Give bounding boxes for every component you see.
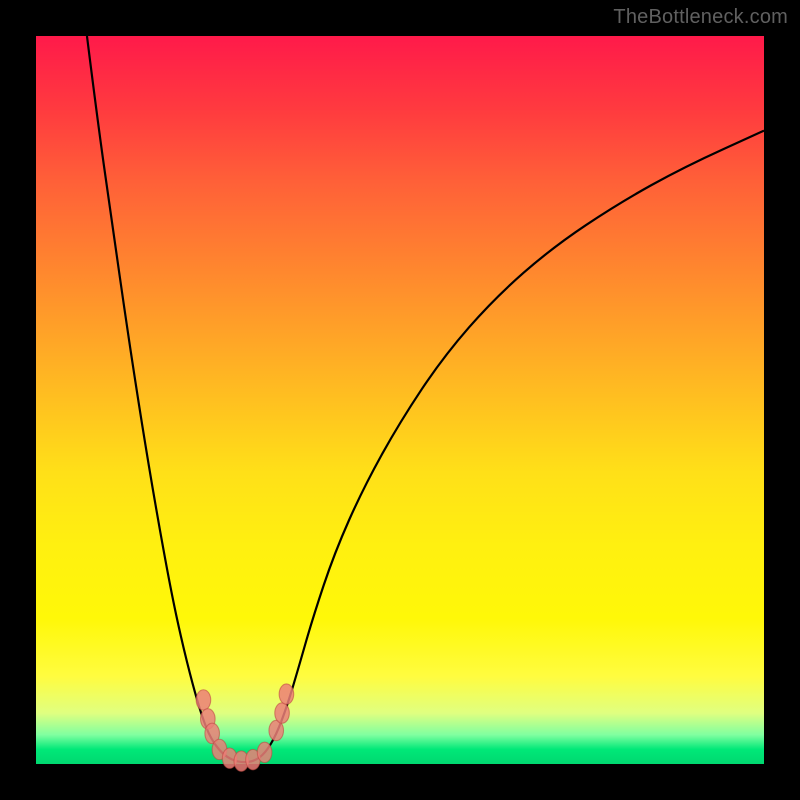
- marker-group: [196, 684, 294, 771]
- data-marker: [279, 684, 294, 704]
- data-marker: [196, 690, 211, 710]
- plot-svg: [36, 36, 764, 764]
- data-marker: [275, 703, 290, 723]
- watermark-text: TheBottleneck.com: [613, 6, 788, 29]
- bottleneck-curve: [87, 36, 764, 762]
- plot-area: [36, 36, 764, 764]
- data-marker: [257, 742, 272, 762]
